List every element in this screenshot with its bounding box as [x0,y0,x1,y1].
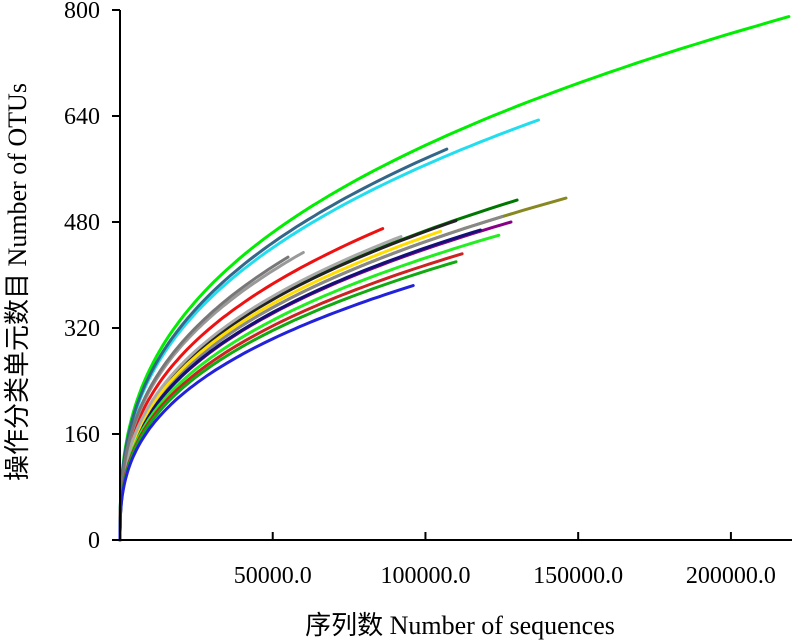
x-tick-label: 150000.0 [533,563,623,589]
y-tick-label: 0 [88,528,100,554]
x-tick-label: 50000.0 [234,563,312,589]
y-tick-label: 160 [64,422,100,448]
y-tick-label: 800 [64,0,100,24]
curves-group [118,15,791,542]
y-tick-label: 480 [64,210,100,236]
x-tick-label: 200000.0 [686,563,776,589]
y-axis-title: 操作分类单元数目 Number of OTUs [3,83,32,481]
x-axis-title: 序列数 Number of sequences [305,611,615,640]
rarefaction-curve-18 [118,284,415,542]
rarefaction-curve-15 [118,255,290,542]
rarefaction-curve-9 [118,228,482,542]
x-tick-label: 100000.0 [380,563,470,589]
rarefaction-curve-3 [118,147,449,542]
rarefaction-curve-12 [118,227,385,542]
rarefaction-curve-1 [118,15,791,542]
ticks-group: 0 160 320 480 640 800 50000.0 100000.0 150000.0 2… [64,0,776,589]
rarefaction-curve-7 [118,220,513,542]
y-tick-label: 320 [64,316,100,342]
y-tick-label: 640 [64,104,100,130]
rarefaction-curve-2 [118,118,540,542]
